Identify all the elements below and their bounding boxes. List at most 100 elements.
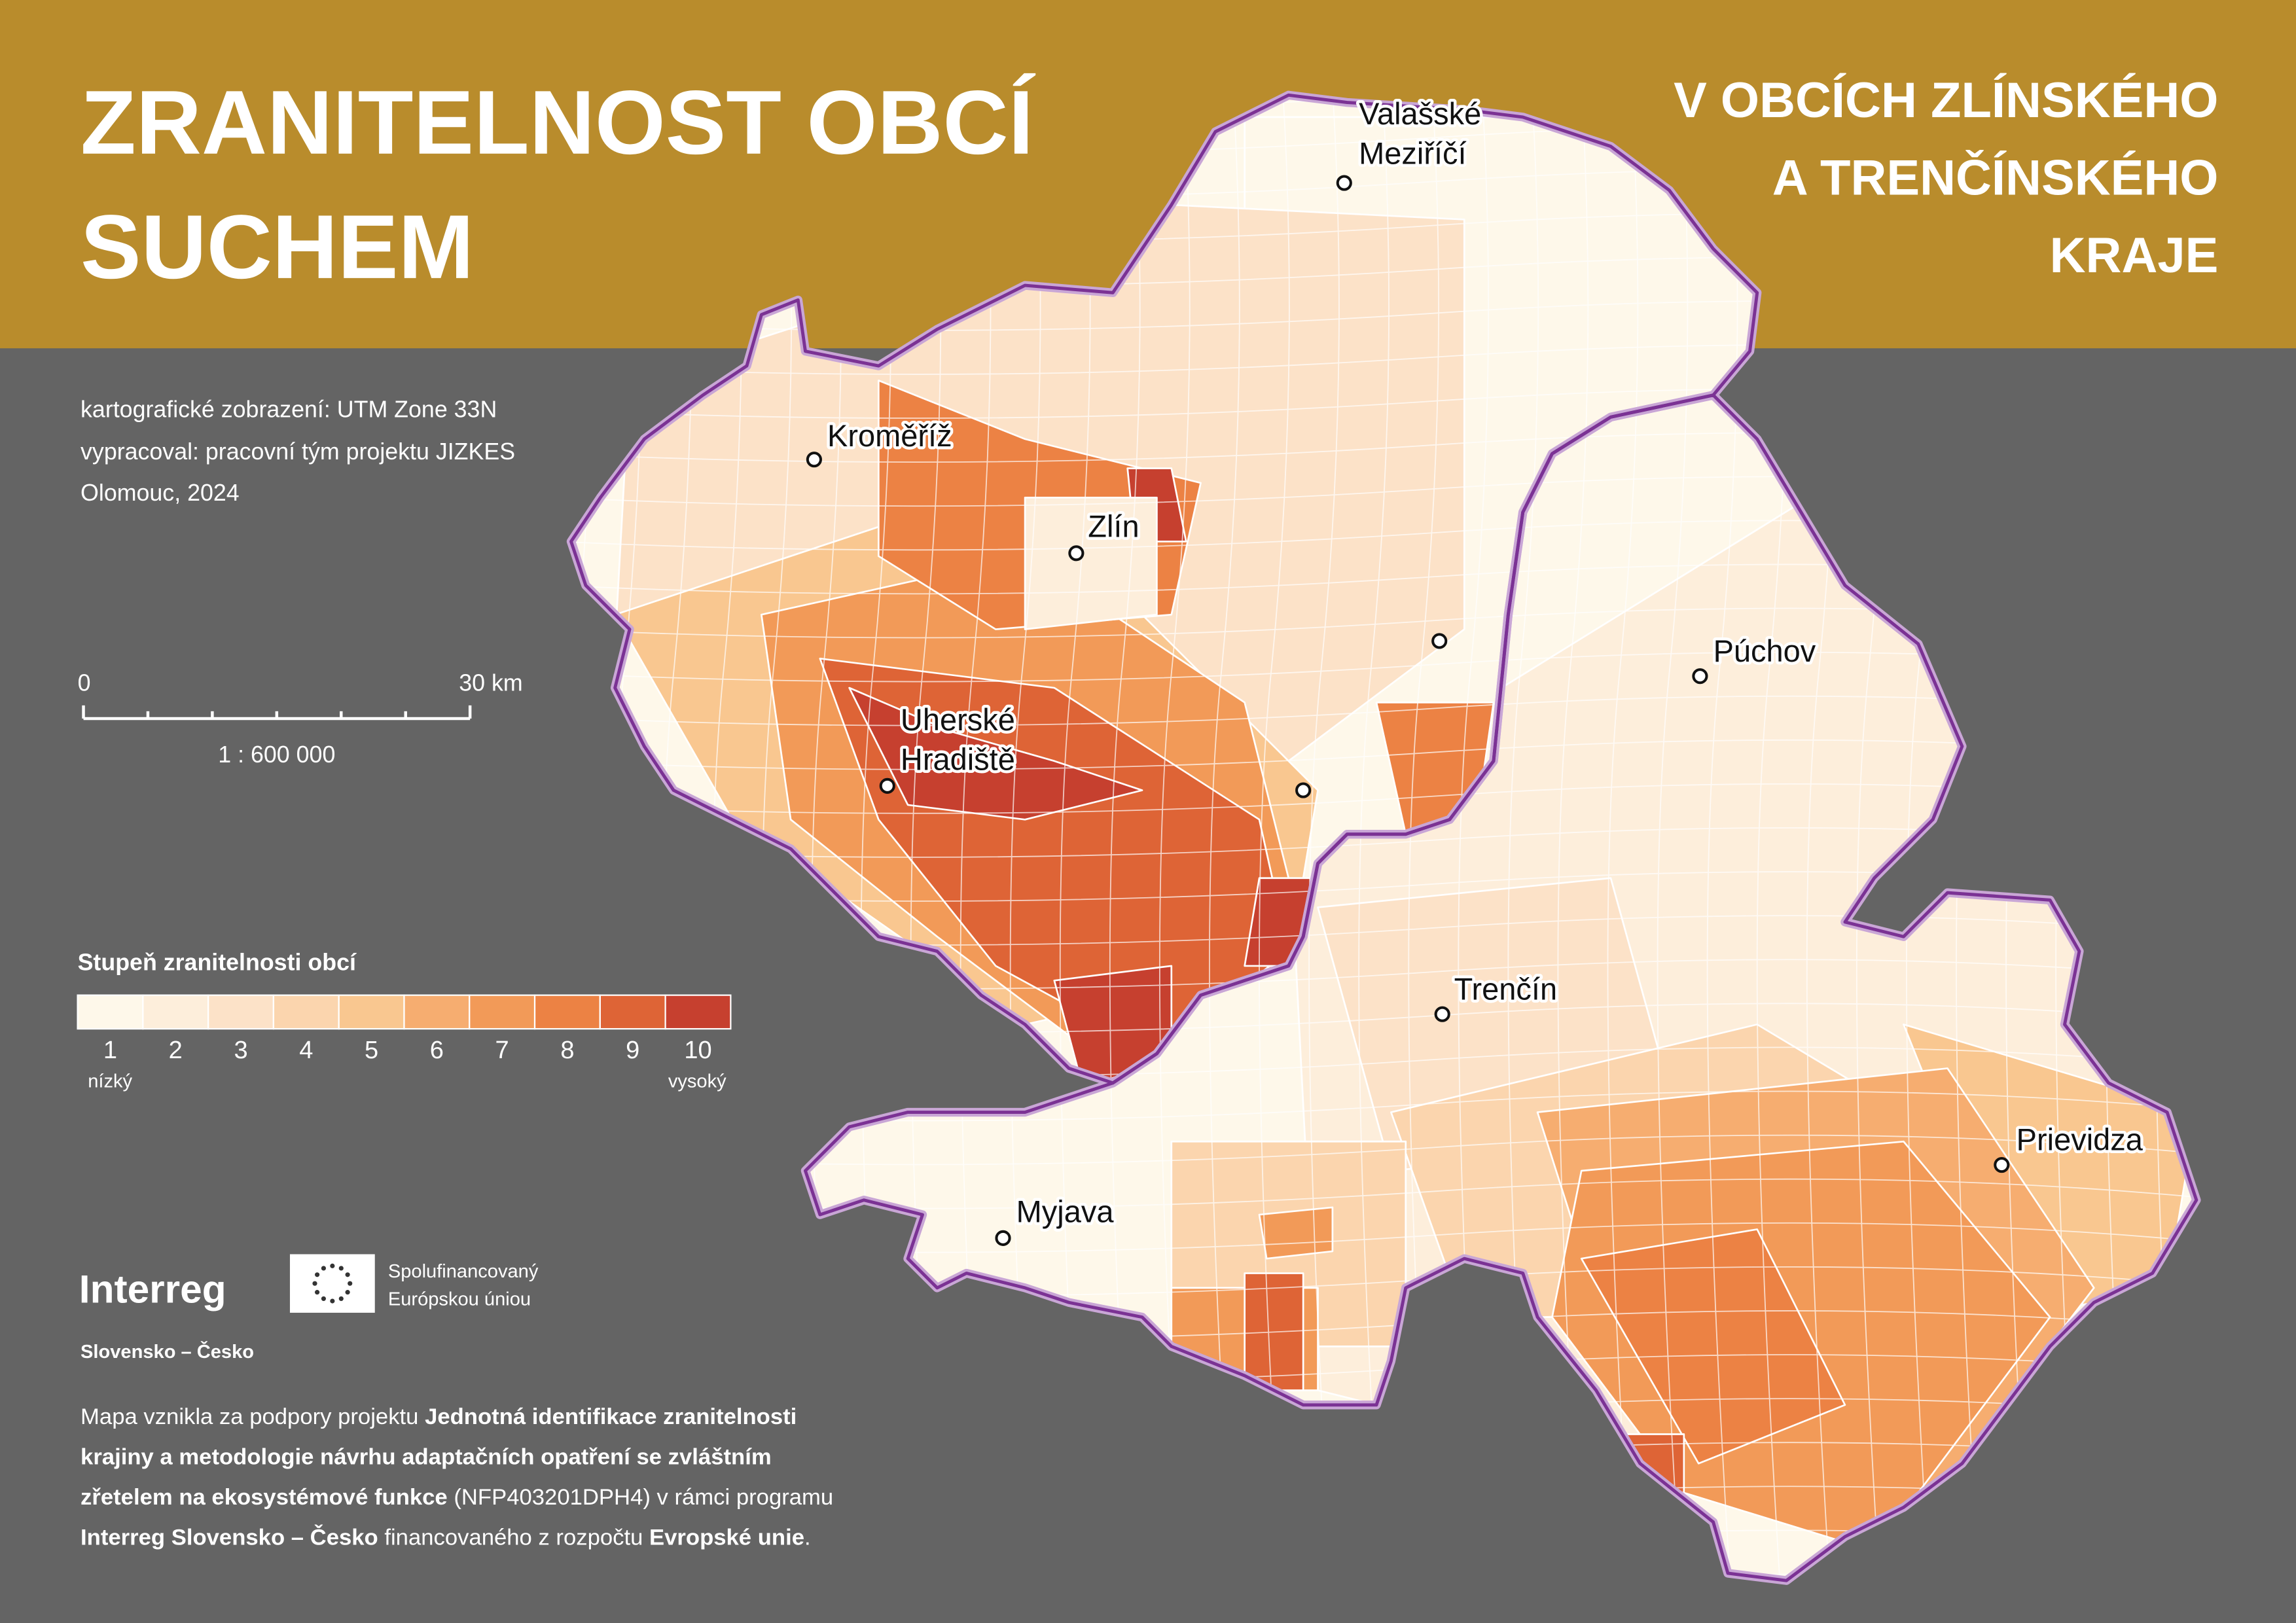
scale-ratio: 1 : 600 000 (218, 741, 335, 768)
city-marker (806, 452, 822, 468)
eu-star (321, 1296, 327, 1302)
boundary (1009, 95, 1041, 1083)
city-marker (1994, 1156, 2010, 1173)
city-marker (1692, 668, 1708, 685)
eu-star (338, 1296, 344, 1302)
footer-text: financovaného z rozpočtu (378, 1525, 649, 1550)
boundary (1159, 95, 1191, 1083)
legend-label: 5 (365, 1037, 378, 1064)
boundary (1059, 95, 1091, 1083)
legend-label: 9 (626, 1037, 639, 1064)
eu-star (345, 1290, 350, 1295)
boundary (1806, 395, 1838, 1581)
boundary (805, 1134, 2197, 1166)
eu-text: Európskou úniou (388, 1289, 531, 1310)
boundary (1557, 395, 1589, 1581)
footer-line: Mapa vznikla za podpory projektu Jednotn… (81, 1404, 797, 1429)
legend-swatch (403, 994, 471, 1030)
footer-text: zřetelem na ekosystémové funkce (81, 1485, 448, 1510)
boundary (1308, 95, 1340, 1083)
boundary (1458, 95, 1490, 1083)
boundary (571, 476, 1757, 507)
subtitle: A TRENČÍNSKÉHO (1772, 150, 2219, 205)
city-name: Prievidza (2017, 1122, 2144, 1157)
legend-swatch (338, 994, 405, 1030)
boundary (571, 651, 1757, 683)
city-name: Púchov (1713, 633, 1816, 668)
footer-text: krajiny a metodologie návrhu adaptačních… (81, 1444, 772, 1469)
municipality-group (1258, 1206, 1334, 1260)
info-line: Olomouc, 2024 (81, 480, 240, 506)
eu-star (330, 1298, 335, 1304)
footer-line: krajiny a metodologie návrhu adaptačních… (81, 1444, 772, 1469)
city-name: Kroměříž (827, 418, 952, 453)
legend-swatch (599, 994, 666, 1030)
municipality-group (1024, 496, 1158, 630)
boundary (1706, 395, 1738, 1581)
boundary (571, 739, 1757, 770)
legend-high: vysoký (668, 1071, 726, 1092)
boundary (1856, 395, 1888, 1581)
eu-star (345, 1272, 350, 1277)
subtitle: KRAJE (2050, 228, 2219, 283)
legend-swatch (77, 994, 144, 1030)
boundary (571, 783, 1757, 814)
footer-text: Evropské unie (649, 1525, 804, 1550)
city-name: Trenčín (1454, 971, 1558, 1006)
scale-end: 30 km (459, 670, 522, 696)
eu-star (315, 1290, 320, 1295)
city-marker (1434, 1006, 1450, 1022)
boundary (1358, 95, 1390, 1083)
city-marker (1068, 545, 1085, 562)
title: SUCHEM (81, 196, 474, 298)
boundary (571, 695, 1757, 726)
boundary (571, 563, 1757, 595)
legend-swatch (469, 994, 536, 1030)
boundary (1906, 395, 1937, 1581)
footer-text: (NFP403201DPH4) v rámci programu (448, 1485, 833, 1510)
municipality-group (848, 687, 1143, 821)
footer-text: Jednotná identifikace zranitelnosti (425, 1404, 797, 1429)
footer-line: zřetelem na ekosystémové funkce (NFP4032… (81, 1485, 833, 1510)
city-name: Valašské (1359, 96, 1481, 131)
scale-start: 0 (78, 670, 91, 696)
info-line: kartografické zobrazení: UTM Zone 33N (81, 396, 497, 422)
boundary (571, 607, 1757, 639)
city-name: Zlín (1088, 509, 1139, 544)
legend-label: 10 (684, 1037, 711, 1064)
legend-label: 8 (560, 1037, 574, 1064)
logo-brand: Interreg (79, 1266, 226, 1311)
legend-swatch (533, 994, 601, 1030)
boundary (571, 520, 1757, 551)
boundary (1209, 95, 1240, 1083)
footer-text: Interreg Slovensko – Česko (81, 1524, 378, 1550)
eu-star (338, 1266, 344, 1271)
boundary (1109, 95, 1141, 1083)
legend-label: 6 (430, 1037, 444, 1064)
eu-text: Spolufinancovaný (388, 1261, 539, 1282)
footer-text: Mapa vznikla za podpory projektu (81, 1404, 425, 1429)
eu-star (321, 1266, 327, 1271)
legend-title: Stupeň zranitelnosti obcí (78, 950, 357, 976)
boundary (571, 344, 1757, 375)
logo-program: Slovensko – Česko (81, 1340, 254, 1363)
city-marker (879, 777, 895, 794)
eu-star (315, 1272, 320, 1277)
eu-star (348, 1281, 353, 1286)
town-marker (1431, 633, 1448, 649)
boundary (571, 388, 1757, 419)
footer-line: Interreg Slovensko – Česko financovaného… (81, 1524, 811, 1550)
legend-label: 2 (169, 1037, 183, 1064)
labels: ZRANITELNOST OBCÍ SUCHEM V OBCÍCH ZLÍNSKÉH… (77, 72, 2219, 1550)
info-line: vypracoval: pracovní tým projektu JIZKES (81, 438, 515, 465)
legend-label: 7 (495, 1037, 509, 1064)
city-name: Meziříčí (1359, 135, 1466, 170)
city-name: Hradiště (901, 741, 1015, 776)
subtitle: V OBCÍCH ZLÍNSKÉHO (1674, 73, 2218, 128)
legend-swatch (664, 994, 732, 1030)
municipality-group (1580, 1228, 1846, 1465)
boundary (1657, 395, 1689, 1581)
legend-swatch (272, 994, 340, 1030)
legend-label: 1 (103, 1037, 117, 1064)
